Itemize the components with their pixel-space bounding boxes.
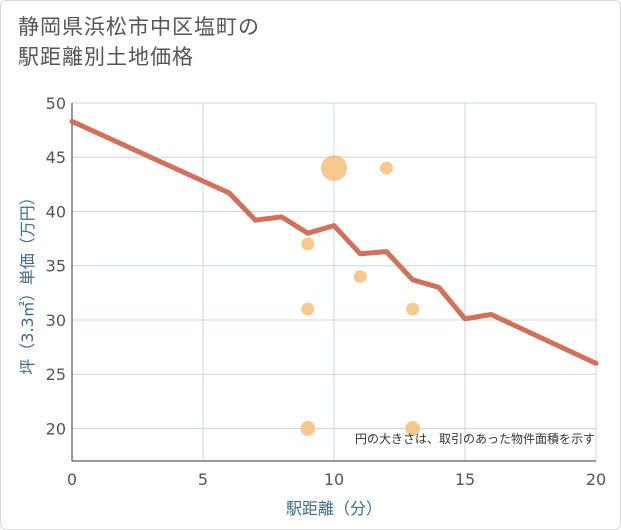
chart-title: 静岡県浜松市中区塩町の 駅距離別土地価格 — [18, 12, 260, 72]
y-axis-label: 坪（3.3㎡）単価（万円） — [18, 189, 37, 374]
y-tick-label: 35 — [46, 257, 66, 276]
trend-line — [69, 118, 599, 366]
x-tick-label: 5 — [198, 470, 208, 489]
grid — [72, 102, 597, 461]
title-line-1: 静岡県浜松市中区塩町の — [18, 15, 260, 39]
y-tick-label: 40 — [46, 202, 66, 221]
data-point — [406, 302, 420, 316]
data-points — [300, 155, 421, 436]
y-tick-label: 30 — [46, 311, 66, 330]
y-tick-label: 20 — [46, 419, 66, 438]
tick-labels: 0 5 10 15 20 20 25 30 35 40 45 50 — [46, 94, 607, 489]
data-point — [300, 421, 316, 436]
data-point — [405, 421, 421, 436]
x-tick-label: 10 — [324, 470, 344, 489]
x-tick-label: 20 — [586, 470, 606, 489]
data-point — [321, 155, 347, 182]
data-point — [301, 302, 315, 316]
y-tick-label: 45 — [46, 148, 66, 167]
size-note: 円の大きさは、取引のあった物件面積を示す — [355, 431, 595, 446]
y-tick-label: 25 — [46, 365, 66, 384]
data-point — [301, 237, 315, 251]
x-tick-label: 0 — [67, 470, 77, 489]
x-tick-label: 15 — [455, 470, 475, 489]
axes — [71, 103, 596, 462]
y-tick-label: 50 — [46, 94, 66, 113]
data-point — [379, 161, 393, 175]
x-axis-label: 駅距離（分） — [286, 499, 382, 518]
data-point — [353, 270, 367, 284]
title-line-2: 駅距離別土地価格 — [18, 45, 194, 69]
